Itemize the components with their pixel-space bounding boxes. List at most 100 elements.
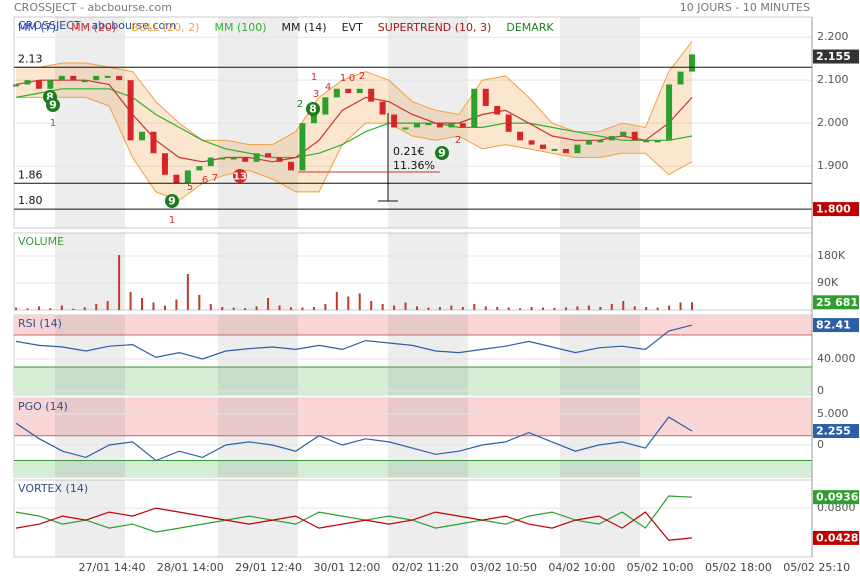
candle [116,75,123,81]
day-band [388,233,468,310]
last-value-box [813,202,859,217]
candle [184,170,191,184]
candle [70,75,77,81]
volume-bar [416,306,419,310]
y-tick-label: 0.0800 [817,501,856,514]
volume-bar [347,296,350,310]
legend-entry: DEMARK [506,21,554,34]
panel-title: RSI (14) [18,317,62,330]
day-band [218,17,298,228]
candle [310,114,317,124]
demark-marker [306,102,320,116]
candle [436,123,443,128]
x-tick-label: 28/01 14:00 [157,561,224,574]
volume-bar [404,302,407,310]
y-tick-label: 2.100 [817,73,849,86]
level-label: 1.86 [18,168,43,181]
volume-bar [381,304,384,310]
candle [13,84,19,87]
candle [402,127,409,130]
volume-bar [679,302,682,310]
volume-bar [576,306,579,310]
volume-bar [106,301,109,310]
y-tick-label: 0 [817,438,824,451]
vortex-line [15,495,693,533]
demark-marker [165,194,179,208]
volume-bar [221,307,224,310]
day-band [218,315,298,395]
volume-bar [587,305,590,310]
count-label: 2 [297,99,303,110]
volume-bar [72,308,75,310]
candle [643,140,650,143]
candle [24,80,31,85]
volume-bar [60,305,63,310]
candle [425,123,432,126]
volume-bar [656,307,659,310]
panel-frame [13,232,813,311]
last-value-label: 82.41 [816,319,851,332]
legend-entry: EVT [342,21,363,34]
count-label: 0 [349,73,355,84]
overbought-zone [14,398,812,436]
volume-bar [393,305,396,310]
day-band [55,233,125,310]
volume-bar [335,292,338,310]
candle [150,131,157,154]
candle [414,123,421,128]
day-band [388,398,468,477]
legend-entry: MM (20) [71,21,116,34]
volume-bar [278,305,281,310]
candle [368,88,375,102]
last-value-box [813,490,859,505]
vortex-line [15,507,693,541]
day-band [560,480,640,557]
legend-entry: MM (7) [18,21,56,34]
candle [58,75,65,81]
candle [459,123,466,128]
count-label: 5 [187,182,193,193]
candle [562,148,569,154]
candle [471,88,478,128]
demark-label: 9 [168,195,176,208]
candle [219,157,226,160]
last-value-box [813,49,859,64]
volume-bar [15,307,17,310]
y-tick-label: 2.200 [817,30,849,43]
y-tick-label: 90K [817,276,839,289]
volume-bar [186,274,189,310]
volume-bar [427,307,430,310]
candle [345,88,352,94]
volume-bar [301,307,304,310]
demark-marker [435,146,449,160]
indicator-line [15,416,693,462]
volume-bar [564,307,567,310]
demark-label: 8 [46,91,54,104]
volume-bar [26,308,29,310]
candle [608,136,615,141]
volume-bar [175,299,178,310]
candle [299,123,306,171]
candle [287,161,294,171]
candle [322,97,329,115]
volume-bar [198,295,201,310]
volume-bar [141,298,144,310]
volume-bar [152,302,155,310]
oversold-zone [14,367,812,395]
candle [505,114,512,132]
count-label: 1 [50,118,56,129]
candle [333,88,340,98]
demark-label: 9 [438,147,446,160]
level-label: 1.80 [18,194,43,207]
volume-bar [267,298,270,310]
y-tick-label: 1.900 [817,159,849,172]
day-band [560,315,640,395]
volume-bar [668,305,671,310]
candle [93,75,100,81]
candle [620,131,627,137]
candle [81,80,88,83]
bollinger-upper [16,41,693,146]
candle [540,144,547,149]
candle [276,157,283,162]
volume-bar [622,301,625,310]
